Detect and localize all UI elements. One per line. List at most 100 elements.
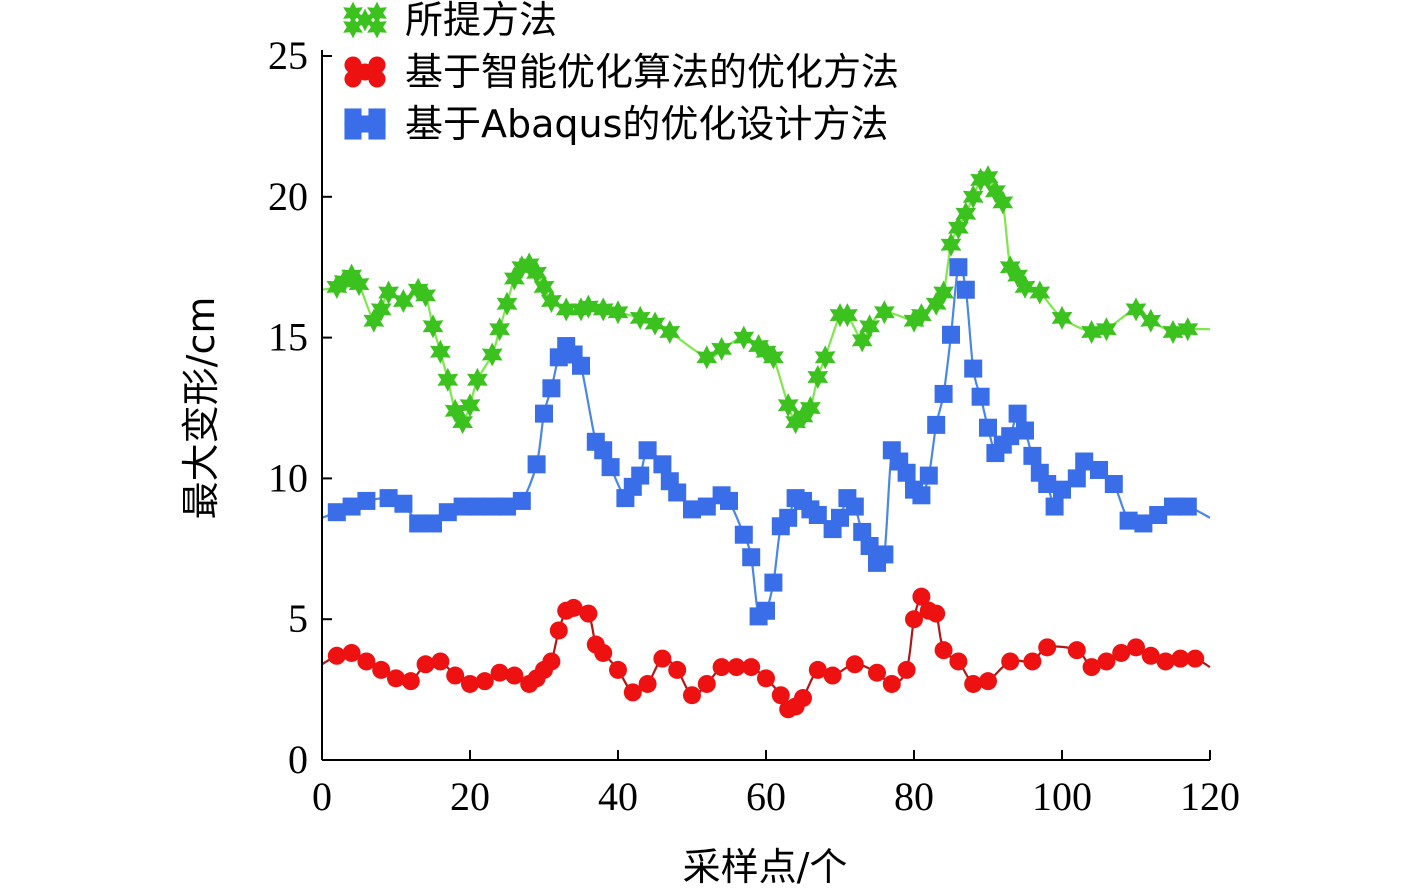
data-point [1112,643,1131,662]
data-point [829,303,851,328]
data-point [357,491,376,510]
data-point [868,663,886,682]
series-line-3 [321,264,1211,622]
data-point [808,506,827,525]
data-point [1097,652,1116,671]
data-point [348,272,370,297]
data-point [607,300,629,325]
data-point [1186,649,1205,668]
y-tick-label: 15 [268,315,308,360]
data-point [964,674,983,693]
data-point [807,365,829,389]
data-point [808,660,827,679]
data-point [512,491,531,510]
data-point [696,345,718,370]
data-point [925,291,947,316]
data-point [542,652,561,671]
data-point [905,610,923,629]
data-point [999,255,1021,280]
data-point [1053,480,1071,499]
data-point [831,508,849,527]
x-tick-label: 20 [450,774,490,819]
data-point [564,598,583,617]
legend-item-1: 所提方法 [343,0,557,42]
data-point [897,660,916,679]
data-point [535,404,553,423]
x-tick-label: 120 [1180,774,1240,819]
data-point [498,497,516,516]
data-point [341,263,362,288]
data-point [416,655,435,674]
data-point [962,184,984,209]
data-point [526,260,547,285]
data-point [711,336,732,361]
legend-label: 基于Abaqus的优化设计方法 [405,102,888,146]
legend-marker [367,15,387,39]
data-point [468,497,487,516]
data-point [1090,460,1108,479]
data-point [800,396,821,420]
data-point [533,274,555,299]
data-point [874,300,895,325]
data-point [683,500,701,519]
data-point [757,669,775,688]
data-point [505,666,524,685]
data-point [977,165,999,190]
data-point [912,486,931,505]
legend-marker [356,63,374,81]
data-point [1164,497,1182,516]
data-point [875,545,894,564]
data-point [653,455,672,474]
data-point [1014,274,1036,299]
data-point [594,441,613,460]
data-point [712,658,731,677]
series-1 [321,165,1211,435]
data-point [1096,317,1117,342]
data-point [948,215,969,240]
axes: 0 20 40 60 80 100 120 0 5 10 15 20 25 [268,33,1240,819]
x-tick-label: 100 [1032,774,1092,819]
data-point [1016,421,1034,440]
data-point [1001,427,1020,446]
data-point [697,674,716,693]
data-point [438,503,457,522]
data-point [542,379,561,398]
data-point [949,652,968,671]
series-2 [321,587,1211,719]
data-point [1082,658,1101,677]
data-point [919,466,938,485]
data-point [727,658,746,677]
data-point [555,297,577,322]
data-point [394,494,413,513]
data-point [733,325,755,350]
data-point [357,652,376,671]
data-point [629,305,651,330]
data-point [979,418,997,437]
y-tick-label: 20 [268,174,308,219]
data-point [437,367,459,392]
x-tick-label: 80 [894,774,934,819]
data-point [1141,646,1160,665]
y-tick-label: 5 [288,596,308,641]
data-point [949,258,968,277]
data-point [370,297,392,322]
data-point [1075,452,1094,471]
data-point [631,466,650,485]
data-point [489,317,510,342]
legend-item-2: 基于智能优化算法的优化方法 [344,50,899,94]
data-point [1007,263,1028,288]
data-point [845,655,864,674]
data-point [653,649,672,668]
data-point [927,604,946,623]
data-point [541,289,562,313]
data-point [859,314,880,339]
y-tick-label: 10 [268,455,308,500]
data-point [638,674,657,693]
data-point [683,686,701,705]
data-point [549,621,568,640]
data-point [609,660,627,679]
data-point [771,686,790,705]
data-point [971,387,990,406]
data-point [327,646,346,665]
y-tick-label: 25 [268,33,308,78]
